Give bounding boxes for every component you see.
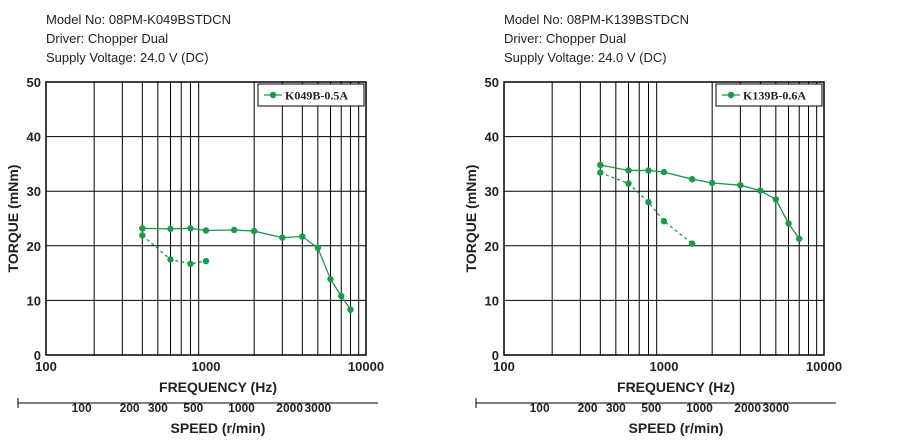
y-tick-label: 20 — [27, 239, 41, 254]
torque-chart-right: 0 10 20 30 40 50 100 1000 10000 FREQUENCY (Hz) TOR… — [463, 75, 842, 436]
data-point — [785, 220, 792, 227]
x-tick-label: 10000 — [806, 359, 842, 374]
y-tick-label: 50 — [485, 75, 499, 90]
supply-voltage: Supply Voltage: 24.0 V (DC) — [504, 50, 667, 65]
speed-tick-label: 3000 — [304, 401, 331, 415]
motor-info: Model No: 08PM-K139BSTDCN Driver: Choppe… — [504, 10, 689, 67]
data-point — [688, 240, 696, 247]
y-tick-label: 30 — [485, 184, 499, 199]
data-point — [338, 292, 345, 300]
chart-panel-right: Model No: 08PM-K139BSTDCN Driver: Choppe… — [458, 0, 916, 440]
data-point — [139, 225, 146, 232]
y-tick-label: 10 — [27, 293, 41, 308]
pullout-torque-dashed-line — [141, 234, 207, 265]
speed-tick-label: 1000 — [686, 401, 713, 415]
model-number: Model No: 08PM-K049BSTDCN — [46, 12, 231, 27]
data-point — [597, 169, 604, 176]
supply-voltage: Supply Voltage: 24.0 V (DC) — [46, 50, 209, 65]
y-tick-label: 0 — [492, 348, 499, 363]
y-tick-label: 20 — [485, 239, 499, 254]
data-point — [737, 181, 744, 189]
plot-frame — [503, 81, 825, 356]
y-axis-title: TORQUE (mNm) — [5, 165, 21, 273]
data-point — [660, 168, 668, 176]
legend-label: K139B-0.6A — [743, 89, 806, 103]
data-point — [187, 225, 194, 232]
data-point — [167, 256, 174, 263]
legend-marker — [269, 91, 277, 99]
data-point — [202, 227, 210, 234]
speed-tick-label: 200 — [120, 401, 140, 415]
plot-frame — [45, 81, 367, 356]
legend-label: K049B-0.5A — [285, 89, 348, 103]
legend-marker — [727, 91, 735, 99]
y-tick-label: 30 — [27, 184, 41, 199]
driver-type: Driver: Chopper Dual — [504, 31, 627, 46]
data-point — [230, 226, 238, 234]
speed-tick-label: 500 — [183, 401, 203, 415]
data-point — [347, 306, 354, 313]
pullout-torque-dashed-line — [600, 172, 693, 245]
x-axis-title: FREQUENCY (Hz) — [159, 379, 277, 395]
data-point — [660, 218, 668, 225]
x-tick-label: 100 — [493, 359, 515, 374]
y-axis-title: TORQUE (mNm) — [463, 165, 479, 273]
speed-axis-title: SPEED (r/min) — [629, 420, 724, 436]
y-tick-label: 50 — [27, 75, 41, 90]
motor-info: Model No: 08PM-K049BSTDCN Driver: Choppe… — [46, 10, 231, 67]
data-point — [314, 244, 322, 252]
data-point — [645, 167, 652, 174]
x-tick-label: 1000 — [192, 359, 221, 374]
chart-panel-left: Model No: 08PM-K049BSTDCN Driver: Choppe… — [5, 10, 384, 436]
x-tick-label: 100 — [35, 359, 57, 374]
speed-tick-label: 2000 — [734, 401, 761, 415]
data-point — [645, 198, 652, 206]
y-tick-label: 40 — [485, 130, 499, 145]
data-point — [597, 161, 604, 169]
data-point — [187, 260, 194, 268]
speed-tick-label: 1000 — [228, 401, 255, 415]
model-number: Model No: 08PM-K139BSTDCN — [504, 12, 689, 27]
data-point — [299, 233, 306, 240]
driver-type: Driver: Chopper Dual — [46, 31, 169, 46]
speed-tick-label: 200 — [578, 401, 598, 415]
data-point — [796, 235, 803, 242]
speed-tick-label: 100 — [530, 401, 550, 415]
legend-box — [715, 83, 823, 107]
data-point — [772, 196, 780, 203]
data-point — [757, 187, 764, 194]
torque-chart-left: 0 10 20 30 40 50 100 1000 10000 FREQUENCY (Hz) TOR… — [5, 75, 384, 436]
x-tick-label: 10000 — [348, 359, 384, 374]
speed-tick-label: 300 — [606, 401, 626, 415]
data-point — [279, 234, 286, 241]
speed-tick-label: 500 — [641, 401, 661, 415]
pullout-torque-line — [600, 164, 800, 240]
speed-tick-label: 2000 — [276, 401, 303, 415]
legend-box — [257, 83, 365, 107]
data-point — [708, 179, 716, 187]
speed-axis-title: SPEED (r/min) — [171, 420, 266, 436]
data-point — [139, 232, 146, 239]
data-point — [202, 257, 210, 265]
data-point — [625, 167, 632, 174]
pullout-torque-line — [142, 227, 352, 311]
y-tick-label: 0 — [34, 348, 41, 363]
speed-tick-label: 300 — [148, 401, 168, 415]
speed-tick-label: 100 — [72, 401, 92, 415]
y-tick-label: 10 — [485, 293, 499, 308]
data-point — [688, 175, 696, 183]
y-tick-label: 40 — [27, 130, 41, 145]
data-point — [625, 180, 632, 187]
data-point — [327, 275, 334, 283]
speed-tick-label: 3000 — [762, 401, 789, 415]
x-axis-title: FREQUENCY (Hz) — [617, 379, 735, 395]
data-point — [250, 227, 258, 235]
x-tick-label: 1000 — [650, 359, 679, 374]
data-point — [167, 225, 174, 233]
